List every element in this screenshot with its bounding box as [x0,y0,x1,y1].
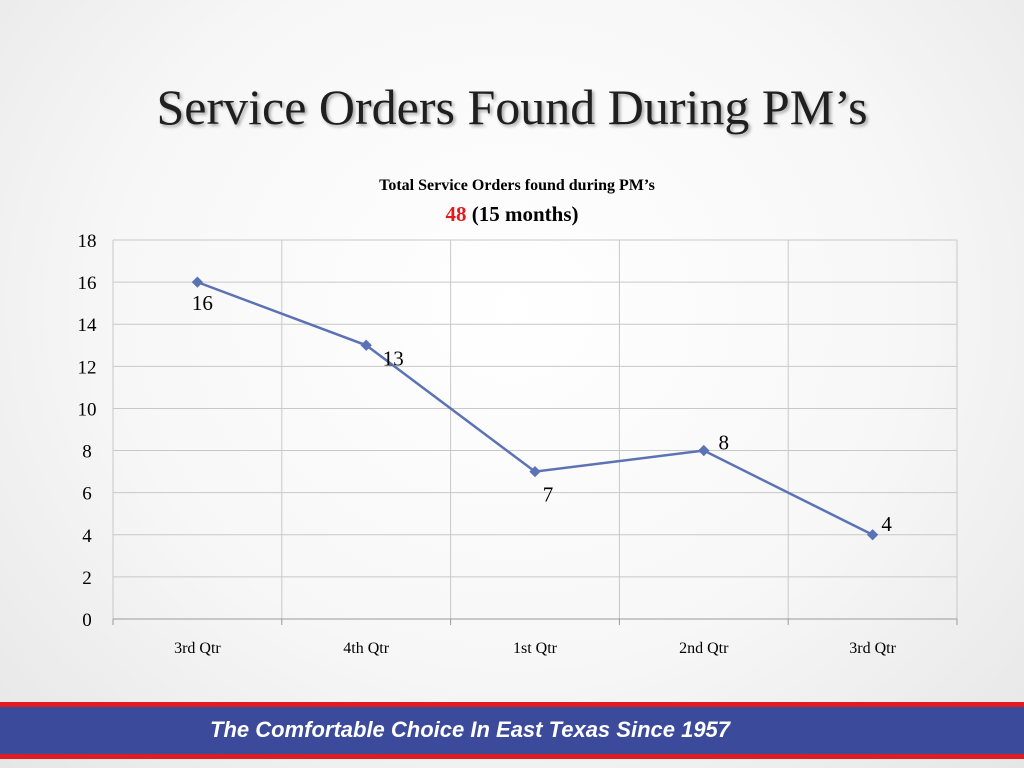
data-point [698,444,710,457]
data-point [866,529,879,541]
y-tick-label: 6 [82,484,92,505]
data-point [529,465,541,478]
y-tick-label: 4 [82,526,92,547]
y-tick-label: 2 [82,568,92,589]
chart-title: Total Service Orders found during PM’s [379,177,655,194]
x-tick-label: 3rd Qtr [174,640,221,657]
data-point [191,276,204,288]
data-label: 7 [543,483,554,507]
total-value: 48 [445,202,467,226]
y-tick-label: 10 [78,399,97,420]
chart-subtitle: 48 (15 months) [0,202,1024,227]
footer-tagline: The Comfortable Choice In East Texas Sin… [210,717,731,742]
x-tick-label: 2nd Qtr [679,640,729,657]
total-period: (15 months) [471,202,579,226]
slide-title: Service Orders Found During PM’s [156,79,868,135]
line-chart: 0 2 4 6 8 10 12 14 16 18 3rd Qtr 4th Qtr 1st Qtr 2nd … [78,231,958,657]
footer-band: The Comfortable Choice In East Texas Sin… [0,702,1024,759]
x-tick-label: 4th Qtr [343,640,389,657]
y-tick-label: 16 [78,273,97,294]
y-tick-label: 14 [78,315,98,336]
data-label: 4 [881,512,892,536]
data-label: 8 [719,431,730,455]
y-tick-label: 12 [78,357,97,378]
data-label: 13 [383,346,404,370]
y-tick-label: 8 [82,442,92,463]
x-tick-label: 1st Qtr [513,640,558,657]
data-point [360,339,372,351]
data-label: 16 [192,291,213,315]
x-tick-label: 3rd Qtr [849,640,896,657]
y-tick-label: 18 [78,231,97,252]
y-tick-label: 0 [82,610,92,631]
